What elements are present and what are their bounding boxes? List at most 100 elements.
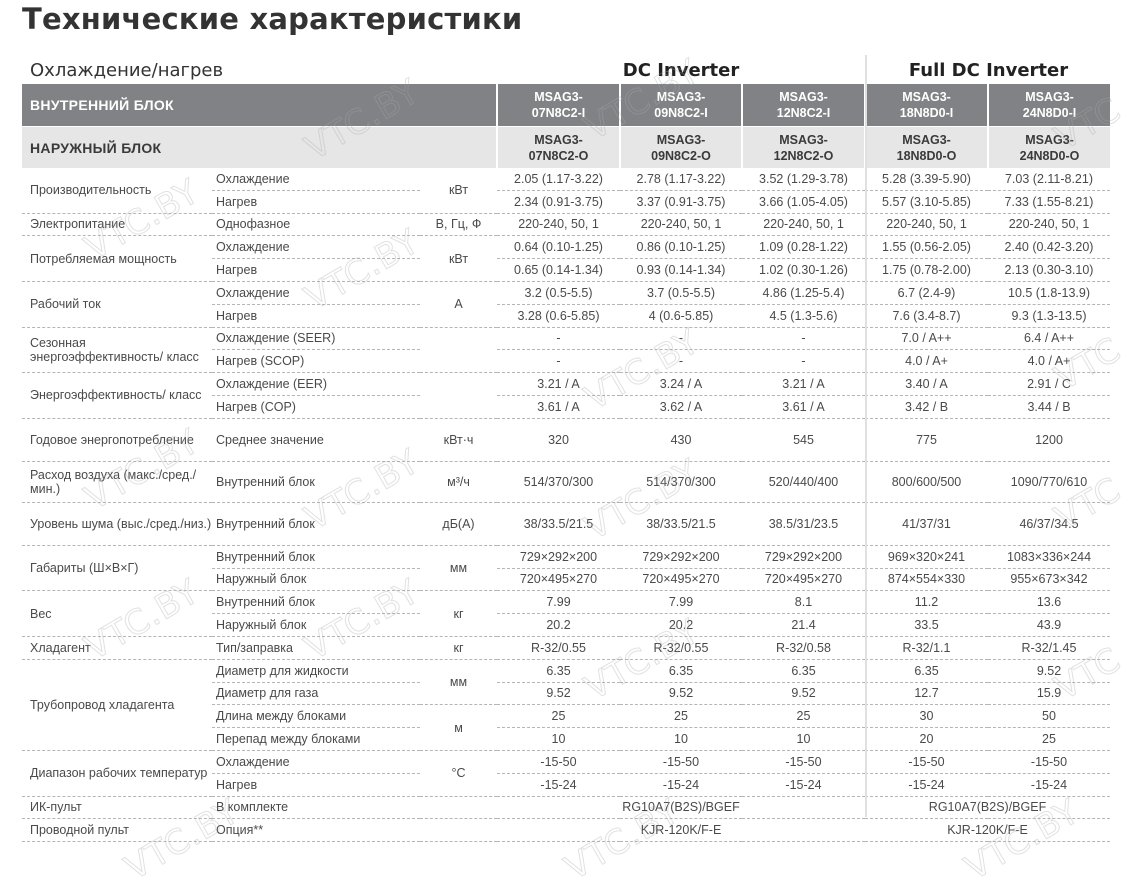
spec-value: -15-50	[988, 750, 1110, 774]
spec-unit: дБ(А)	[420, 502, 497, 546]
spec-row: Трубопровод хладагента Диаметр для жидкос…	[22, 659, 1110, 751]
spec-value: 3.7 (0.5-5.5)	[620, 281, 742, 305]
spec-value: 514/370/300	[620, 461, 742, 503]
spec-value: 220-240, 50, 1	[865, 213, 988, 237]
outdoor-model-cell: MSAG3- 24N8D0-O	[987, 127, 1110, 168]
spec-value-merged: RG10A7(B2S)/BGEF	[497, 796, 865, 820]
spec-value: 3.44 / B	[988, 395, 1110, 419]
spec-value: 13.6	[988, 590, 1110, 615]
spec-value: -15-50	[620, 750, 742, 774]
spec-value: 2.05 (1.17-3.22)	[497, 168, 620, 191]
spec-subparameter-label: Охлаждение	[212, 168, 420, 191]
spec-value: 2.78 (1.17-3.22)	[620, 168, 742, 191]
spec-value: 1083×336×244	[988, 545, 1110, 569]
spec-row: Сезонная энергоэффективность/ класс Охлаж…	[22, 327, 1110, 374]
spec-row: Годовое энергопотребление Среднее значени…	[22, 418, 1110, 462]
spec-value: 41/37/31	[865, 502, 988, 546]
spec-unit: м³/ч	[420, 461, 497, 503]
spec-parameter-label: Потребляемая мощность	[22, 235, 212, 282]
spec-subparameter-label: Охлаждение (SEER)	[212, 327, 420, 351]
spec-value: 20.2	[620, 613, 742, 637]
indoor-model-cell: MSAG3- 18N8D0-I	[864, 84, 988, 126]
spec-value: 720×495×270	[497, 568, 620, 592]
series-dc-inverter: DC Inverter	[622, 60, 740, 81]
spec-value: 3.21 / A	[742, 372, 865, 396]
indoor-model-cell: MSAG3- 07N8C2-I	[496, 84, 620, 126]
spec-value-merged: KJR-120K/F-E	[865, 818, 1110, 843]
spec-value: -	[620, 327, 742, 351]
model-code: 07N8C2-I	[531, 106, 586, 120]
spec-value: 3.62 / A	[620, 395, 742, 419]
spec-parameter-label: Вес	[22, 590, 212, 637]
spec-subparameter-label: Нагрев (SCOP)	[212, 349, 420, 374]
spec-row: Нагрев (COP) 3.61 / A 3.62 / A 3.61 / A 3.42…	[22, 395, 1110, 419]
model-prefix: MSAG3-	[1025, 90, 1074, 104]
model-code: 18N8D0-O	[896, 148, 957, 163]
spec-value: 3.24 / A	[620, 372, 742, 396]
outdoor-unit-label: НАРУЖНЫЙ БЛОК	[22, 127, 497, 168]
spec-parameter-label: Габариты (Ш×В×Г)	[22, 545, 212, 592]
spec-row: Энергоэффективность/ класс Охлаждение (EE…	[22, 372, 1110, 419]
spec-value: 12.7	[865, 682, 988, 706]
spec-value: -	[620, 349, 742, 374]
outdoor-model-cell: MSAG3- 12N8C2-O	[741, 127, 865, 168]
spec-row: Потребляемая мощность Охлаждение кВт 0.64 (…	[22, 235, 1110, 282]
spec-value: 0.65 (0.14-1.34)	[497, 258, 620, 282]
spec-value: 20	[865, 727, 988, 751]
spec-value: 20.2	[497, 613, 620, 637]
spec-value: 5.57 (3.10-5.85)	[865, 190, 988, 214]
spec-subparameter-label: Нагрев	[212, 773, 420, 797]
spec-value: 7.99	[620, 590, 742, 615]
spec-unit: м	[420, 704, 497, 751]
spec-value: -	[742, 327, 865, 351]
spec-subparameter-label: Внутренний блок	[212, 461, 420, 503]
spec-value: 3.40 / A	[865, 372, 988, 396]
spec-value: 955×673×342	[988, 568, 1110, 592]
spec-row: Нагрев 2.34 (0.91-3.75) 3.37 (0.91-3.75) 3.…	[22, 190, 1110, 214]
spec-value-merged: KJR-120K/F-E	[497, 818, 865, 843]
spec-value: 10.5 (1.8-13.9)	[988, 281, 1110, 305]
spec-value: 9.52	[497, 682, 620, 706]
outdoor-unit-header-row: НАРУЖНЫЙ БЛОК MSAG3- 07N8C2-O MSAG3- 09N8C2…	[22, 127, 1110, 168]
spec-parameter-label: Расход воздуха (макс./сред./мин.)	[22, 461, 212, 503]
spec-subparameter-label: Среднее значение	[212, 418, 420, 462]
spec-value: 7.33 (1.55-8.21)	[988, 190, 1110, 214]
spec-value: -15-50	[497, 750, 620, 774]
spec-parameter-label: Проводной пульт	[22, 818, 212, 843]
spec-subparameter-label: Внутренний блок	[212, 590, 420, 615]
spec-value: 30	[865, 704, 988, 729]
spec-value: 4.0 / A+	[988, 349, 1110, 374]
spec-unit: мм	[420, 659, 497, 706]
spec-value: 220-240, 50, 1	[988, 213, 1110, 237]
spec-value: 38/33.5/21.5	[497, 502, 620, 546]
spec-row: Нагрев -15-24 -15-24 -15-24 -15-24 -15-24	[22, 773, 1110, 797]
spec-subparameter-label: Наружный блок	[212, 568, 420, 592]
spec-unit: кВт	[420, 235, 497, 282]
spec-value: 6.35	[497, 659, 620, 683]
spec-unit: кВт	[420, 168, 497, 214]
spec-value: 545	[742, 418, 865, 462]
spec-row: Расход воздуха (макс./сред./мин.) Внутрен…	[22, 461, 1110, 503]
spec-parameter-label: Рабочий ток	[22, 281, 212, 328]
model-prefix: MSAG3-	[534, 90, 583, 104]
spec-parameter-label: Производительность	[22, 168, 212, 214]
spec-subparameter-label: Внутренний блок	[212, 545, 420, 569]
spec-row: Нагрев 3.28 (0.6-5.85) 4 (0.6-5.85) 4.5 (1.…	[22, 304, 1110, 328]
spec-unit: кВт·ч	[420, 418, 497, 462]
spec-value: 1.75 (0.78-2.00)	[865, 258, 988, 282]
spec-unit	[420, 372, 497, 419]
spec-row: ИК-пульт В комплекте RG10A7(B2S)/BGEF RG10A…	[22, 796, 1110, 820]
spec-parameter-label: Сезонная энергоэффективность/ класс	[22, 327, 212, 374]
spec-row: Диапазон рабочих температур Охлаждение °C -…	[22, 750, 1110, 797]
mode-subtitle: Охлаждение/нагрев	[30, 60, 224, 81]
spec-value: 4.0 / A+	[865, 349, 988, 374]
spec-value: 3.37 (0.91-3.75)	[620, 190, 742, 214]
spec-value: 38.5/31/23.5	[742, 502, 865, 546]
spec-value: -15-24	[742, 773, 865, 797]
spec-unit: кг	[420, 636, 497, 660]
model-code: 09N8C2-I	[654, 106, 708, 120]
spec-value: 4.86 (1.25-5.4)	[742, 281, 865, 305]
spec-parameter-label: ИК-пульт	[22, 796, 212, 820]
model-prefix: MSAG3-	[1025, 132, 1074, 147]
spec-value: 10	[742, 727, 865, 751]
